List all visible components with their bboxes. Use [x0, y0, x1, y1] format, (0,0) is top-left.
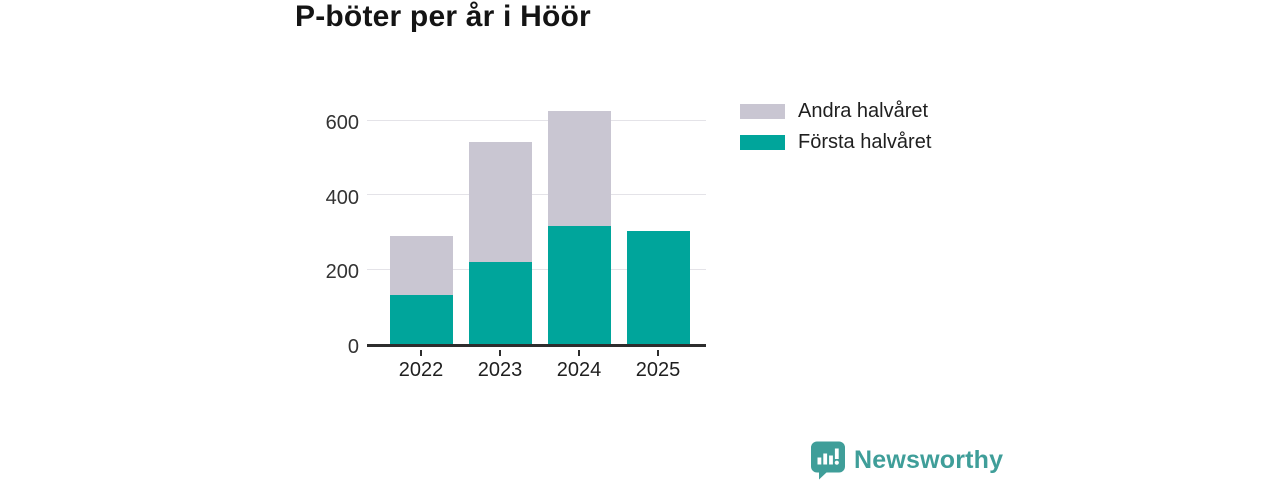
- chart-title: P-böter per år i Höör: [295, 0, 591, 33]
- legend-swatch: [740, 104, 785, 119]
- bar-segment-2022-andra-halvåret: [389, 235, 453, 296]
- y-axis-tick-label: 0: [347, 336, 359, 358]
- bar-segment-2024-andra-halvåret: [547, 110, 611, 227]
- legend-item: Första halvåret: [740, 131, 931, 154]
- bar-segment-2025-första-halvåret: [626, 230, 690, 344]
- gridline-200: [367, 268, 706, 270]
- legend: Andra halvåret Första halvåret: [740, 100, 931, 162]
- legend-swatch: [740, 135, 785, 150]
- newsworthy-brand-name: Newsworthy: [854, 446, 1004, 474]
- x-axis-tick-mark: [420, 350, 422, 356]
- legend-label: Första halvåret: [798, 131, 932, 153]
- newsworthy-brand: Newsworthy: [810, 441, 1003, 480]
- x-axis-tick-label-2024: 2024: [556, 359, 602, 381]
- x-axis-tick-mark: [657, 350, 659, 356]
- plot-area: [367, 110, 706, 347]
- y-axis-tick-label: 200: [325, 261, 359, 284]
- gridline-400: [367, 194, 706, 196]
- x-axis-tick-label-2025: 2025: [635, 359, 681, 381]
- x-axis-tick-mark: [578, 350, 580, 356]
- newsworthy-logo-icon: [811, 441, 845, 480]
- bar-segment-2023-första-halvåret: [468, 261, 532, 344]
- legend-label: Andra halvåret: [798, 100, 929, 122]
- bar-segment-2024-första-halvåret: [547, 226, 611, 344]
- bar-segment-2023-andra-halvåret: [468, 141, 532, 262]
- y-axis-tick-label: 600: [325, 112, 359, 134]
- gridline-600: [367, 119, 706, 121]
- bar-segment-2022-första-halvåret: [389, 295, 453, 344]
- x-axis-tick-label-2023: 2023: [477, 359, 523, 381]
- legend-item: Andra halvåret: [740, 100, 931, 123]
- y-axis-tick-label: 400: [325, 186, 359, 209]
- x-axis-tick-mark: [499, 350, 501, 356]
- x-axis-tick-label-2022: 2022: [398, 359, 444, 381]
